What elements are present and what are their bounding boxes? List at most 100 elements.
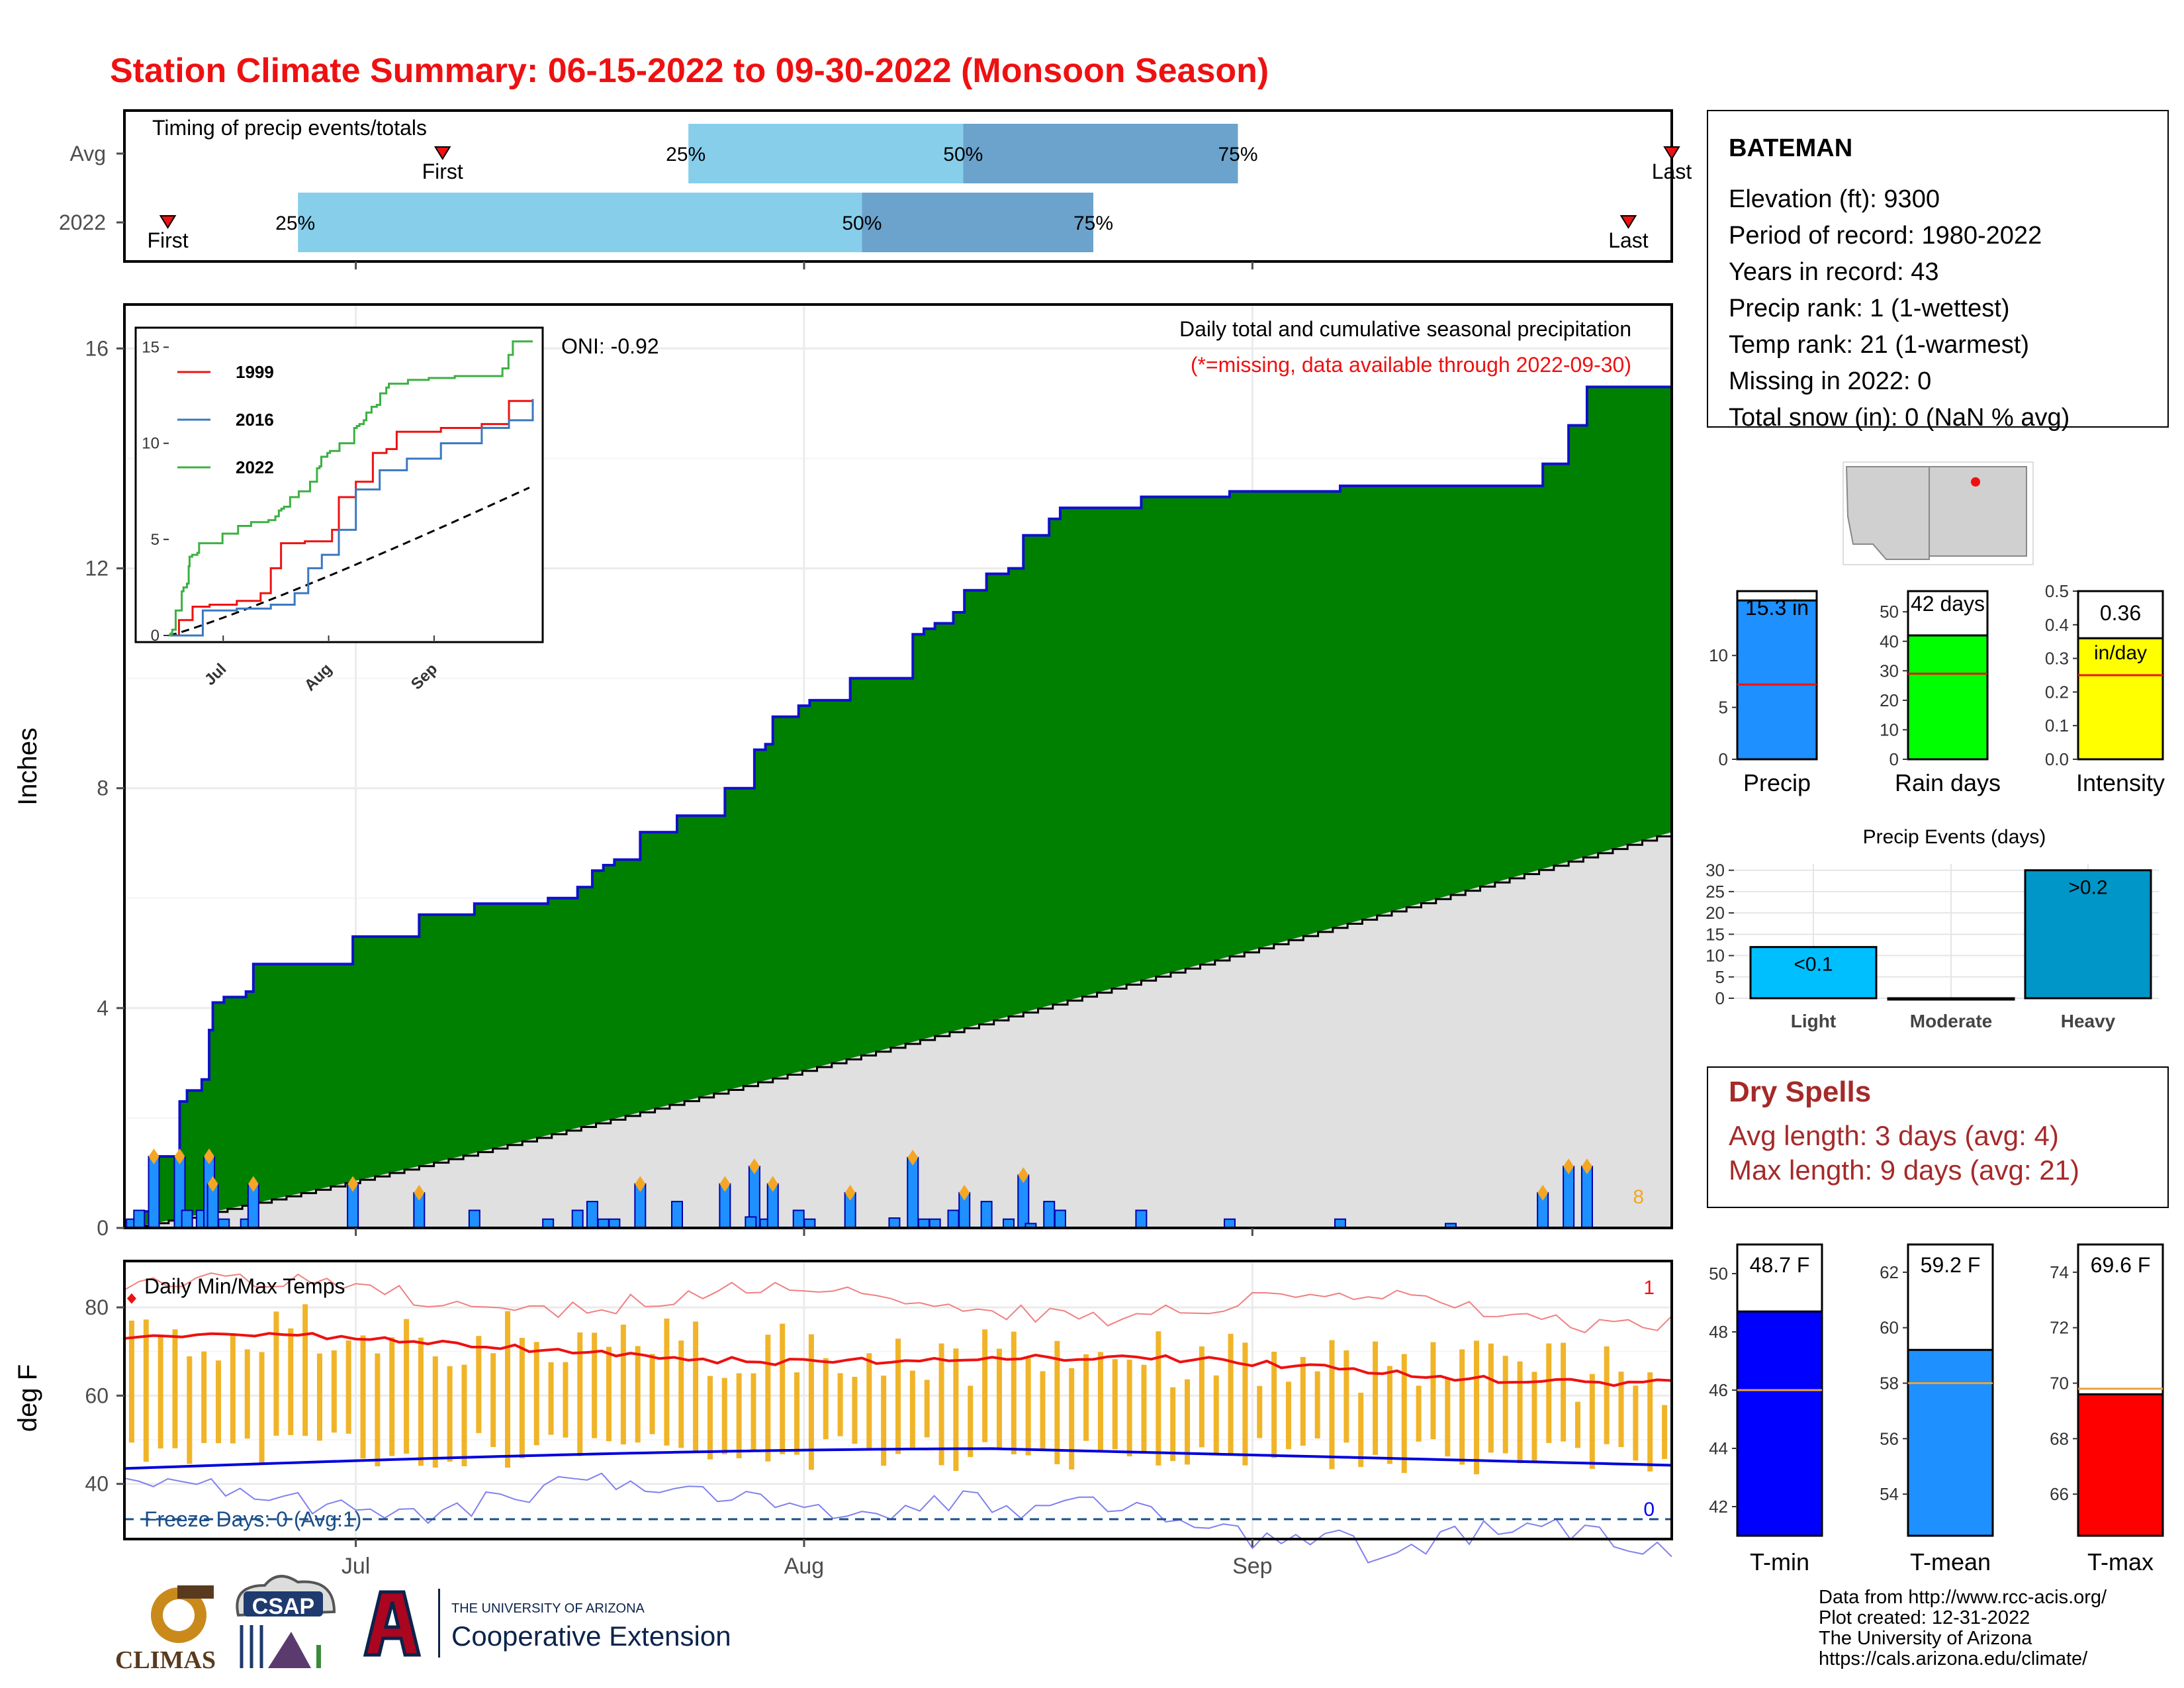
csap-logo-text: CSAP bbox=[252, 1594, 314, 1619]
temps-ylabel: deg F bbox=[13, 1364, 42, 1432]
inset-series-2016 bbox=[169, 399, 534, 637]
daily-temp-bar bbox=[1561, 1342, 1567, 1442]
heavy-day-marker bbox=[844, 1184, 856, 1201]
dry-spells-box: Dry Spells Avg length: 3 days (avg: 4) M… bbox=[1707, 1066, 2169, 1208]
daily-temp-bar bbox=[1069, 1368, 1075, 1470]
temp-bar-y-tick-label: 74 bbox=[2050, 1262, 2069, 1282]
heavy-day-marker bbox=[148, 1149, 159, 1165]
pct-band-25-50 bbox=[298, 193, 862, 252]
daily-temp-bar bbox=[1358, 1392, 1364, 1468]
daily-temp-bar bbox=[1546, 1343, 1552, 1443]
main-y-tick-label: 4 bbox=[97, 996, 109, 1020]
daily-temp-bar bbox=[1199, 1346, 1205, 1448]
events-y-tick-label: 5 bbox=[1715, 967, 1725, 987]
summary-y-tick-label: 10 bbox=[1709, 645, 1728, 665]
daily-temp-bar bbox=[1343, 1350, 1349, 1443]
daily-temp-bar bbox=[794, 1372, 800, 1455]
daily-temp-bar bbox=[736, 1373, 742, 1458]
daily-precip-bar bbox=[1563, 1166, 1575, 1229]
footer-credit-line: Data from http://www.rcc-acis.org/ bbox=[1819, 1587, 2107, 1608]
heavy-day-marker bbox=[174, 1149, 185, 1165]
main-y-tick-label: 8 bbox=[97, 776, 109, 800]
cumulative-above-average-area bbox=[124, 387, 1672, 1228]
daily-temp-bar bbox=[1416, 1385, 1422, 1442]
locator-map bbox=[1843, 461, 2034, 565]
temp-x-tick-label: Jul bbox=[341, 1554, 370, 1579]
station-name: BATEMAN bbox=[1729, 134, 1852, 162]
daily-precip-bar bbox=[1054, 1209, 1066, 1229]
summary-bar-intensity bbox=[2077, 637, 2164, 761]
heavy-day-marker bbox=[414, 1184, 425, 1201]
daily-temp-bar bbox=[505, 1311, 511, 1468]
events-category-label: Heavy bbox=[2061, 1011, 2116, 1031]
summary-y-tick-label: 0.4 bbox=[2045, 615, 2069, 635]
daily-temp-bar bbox=[1213, 1375, 1219, 1455]
freeze-days: Freeze Days: 0 (Avg:1) bbox=[144, 1507, 361, 1531]
daily-precip-bar bbox=[571, 1209, 584, 1229]
daily-precip-bar bbox=[888, 1217, 901, 1229]
daily-temp-bar bbox=[866, 1353, 872, 1449]
temp-bar-y-tick-label: 68 bbox=[2050, 1429, 2069, 1448]
first-event-marker bbox=[159, 215, 177, 229]
daily-temp-bar bbox=[216, 1360, 222, 1444]
daily-temp-bar bbox=[1156, 1331, 1161, 1466]
inset-series-1999 bbox=[169, 399, 534, 637]
pct-50-label: 50% bbox=[943, 144, 983, 165]
summary-y-tick-label: 0 bbox=[1719, 749, 1728, 769]
daily-temp-bar bbox=[1054, 1340, 1060, 1464]
summary-unit-label: in/day bbox=[2094, 642, 2147, 664]
daily-temp-bar bbox=[592, 1333, 598, 1438]
daily-temp-bar bbox=[1314, 1371, 1320, 1439]
daily-temp-bar bbox=[201, 1351, 207, 1443]
summary-y-tick-label: 0.1 bbox=[2045, 716, 2069, 735]
daily-temp-bar bbox=[635, 1346, 641, 1443]
pct-band-25-50 bbox=[688, 124, 964, 183]
daily-precip-bar bbox=[947, 1209, 960, 1229]
events-y-tick-label: 10 bbox=[1706, 946, 1725, 966]
station-info-line: Period of record: 1980-2022 bbox=[1729, 222, 2042, 250]
daily-precip-bar bbox=[792, 1209, 805, 1229]
daily-temp-bar bbox=[982, 1329, 988, 1442]
inset-y-tick-label: 5 bbox=[151, 531, 159, 549]
daily-temp-bar bbox=[1170, 1387, 1176, 1462]
temp-bar-y-tick-label: 46 bbox=[1709, 1380, 1728, 1400]
station-info-line: Elevation (ft): 9300 bbox=[1729, 185, 1940, 213]
daily-temp-bar bbox=[1574, 1401, 1580, 1448]
temp-bar-y-tick-label: 56 bbox=[1880, 1429, 1899, 1448]
events-y-tick-label: 20 bbox=[1706, 903, 1725, 923]
daily-temp-bar bbox=[447, 1366, 453, 1462]
temp-bar-value-label: 48.7 F bbox=[1750, 1253, 1810, 1277]
daily-temp-bar bbox=[823, 1358, 829, 1440]
daily-temp-bar bbox=[1257, 1385, 1263, 1438]
daily-precip-bar bbox=[1580, 1166, 1593, 1229]
summary-y-tick-label: 50 bbox=[1880, 602, 1899, 622]
temps-top-count: 1 bbox=[1643, 1277, 1655, 1299]
daily-temp-bar bbox=[620, 1325, 626, 1445]
events-bar-heavy bbox=[2024, 869, 2152, 1000]
temp-bar-value-label: 69.6 F bbox=[2091, 1253, 2151, 1277]
summary-bar-precip bbox=[1736, 599, 1818, 761]
daily-temp-bar bbox=[1083, 1354, 1089, 1441]
daily-temp-bar bbox=[1474, 1340, 1480, 1475]
pct-25-label: 25% bbox=[666, 144, 705, 165]
station-info-line: Temp rank: 21 (1-warmest) bbox=[1729, 331, 2029, 359]
heavy-day-marker bbox=[347, 1176, 359, 1192]
oni-label: ONI: -0.92 bbox=[561, 334, 659, 358]
temp-bar-t-mean bbox=[1907, 1348, 1994, 1537]
heavy-day-marker bbox=[749, 1158, 760, 1174]
daily-temp-bar bbox=[230, 1333, 236, 1444]
footer-credit-line: The University of Arizona bbox=[1819, 1628, 2032, 1649]
temp-bar-y-tick-label: 58 bbox=[1880, 1374, 1899, 1393]
ua-logo: THE UNIVERSITY OF ARIZONA Cooperative Ex… bbox=[363, 1589, 731, 1658]
first-event-marker bbox=[433, 146, 451, 160]
temp-bar-t-max bbox=[2077, 1393, 2164, 1537]
temp-y-tick-label: 40 bbox=[85, 1472, 109, 1496]
daily-temp-bar bbox=[1531, 1372, 1537, 1462]
events-y-tick-label: 25 bbox=[1706, 882, 1725, 902]
average-cumulative-area bbox=[124, 832, 1672, 1228]
daily-temp-bar bbox=[1329, 1340, 1335, 1470]
daily-temp-bar bbox=[1517, 1361, 1523, 1464]
average-max-temp-line bbox=[124, 1332, 1672, 1387]
temp-bar-value-label: 59.2 F bbox=[1921, 1253, 1981, 1277]
daily-temp-bar bbox=[1242, 1342, 1248, 1466]
